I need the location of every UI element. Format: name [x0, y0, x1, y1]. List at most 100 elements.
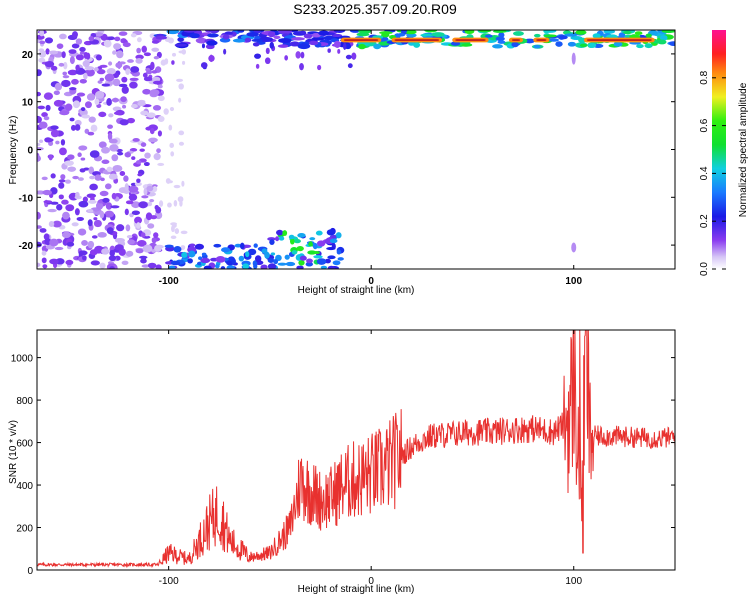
spectral-noise-blob: [48, 50, 59, 55]
spectral-noise-blob: [126, 235, 133, 239]
spectral-band-blob: [289, 41, 300, 47]
spectral-noise-blob: [137, 101, 146, 107]
spectral-noise-blob: [127, 117, 136, 124]
spectral-noise-blob: [115, 62, 123, 69]
spectral-noise-blob: [95, 90, 105, 99]
spectral-band-blob: [381, 32, 390, 38]
spectral-cluster-blob: [267, 263, 277, 269]
spectral-cluster-blob: [312, 242, 318, 250]
spectral-noise-blob: [130, 66, 140, 73]
colorbar-gradient: [712, 30, 726, 269]
spectral-noise-blob: [69, 117, 75, 122]
spectral-noise-blob: [69, 56, 75, 65]
spectral-noise-blob: [152, 105, 162, 111]
spectral-noise-blob: [157, 84, 163, 89]
spectral-noise-blob: [59, 110, 70, 116]
spectral-band-blob: [299, 62, 304, 71]
spectral-cluster-blob: [293, 239, 301, 244]
spectral-band-blob: [603, 30, 616, 34]
spectral-band-blob: [195, 37, 207, 44]
spectral-noise-blob: [151, 76, 161, 82]
spectral-ridge-core: [394, 39, 440, 41]
spectral-noise-blob: [143, 76, 153, 82]
spectral-cluster-blob: [221, 247, 231, 253]
spectral-noise-blob: [146, 112, 156, 118]
spectral-noise-blob: [125, 250, 134, 257]
spectral-noise-blob: [143, 187, 148, 196]
spectral-noise-blob: [104, 210, 115, 218]
spectral-noise-blob: [41, 250, 47, 256]
spectral-noise-blob: [154, 245, 162, 252]
spectral-noise-blob: [145, 70, 153, 75]
spectral-noise-blob: [153, 232, 159, 238]
spectral-noise-blob: [135, 160, 142, 165]
y-tick-label: 1000: [11, 354, 34, 365]
spectral-noise-blob: [64, 103, 73, 111]
spectral-noise-blob: [65, 179, 71, 184]
spectral-band-blob: [464, 30, 475, 35]
spectral-cluster-blob: [245, 251, 250, 258]
spectral-cluster-blob: [200, 257, 211, 264]
spectral-noise-blob: [97, 232, 107, 238]
spectral-noise-blob: [106, 227, 114, 235]
spectral-band-blob: [461, 43, 473, 47]
spectral-band-blob: [575, 30, 587, 35]
spectral-noise-blob: [142, 244, 153, 253]
spectral-noise-blob: [127, 59, 134, 63]
spectral-band-blob: [189, 33, 200, 39]
spectral-noise-blob: [132, 138, 140, 142]
spectral-noise-blob: [107, 132, 113, 141]
spectral-noise-blob: [41, 257, 47, 264]
spectral-noise-blob: [39, 30, 45, 37]
spectral-noise-blob: [113, 43, 122, 50]
spectral-noise-blob: [37, 105, 46, 110]
spectral-noise-blob: [80, 107, 86, 112]
spectral-noise-blob: [99, 210, 105, 219]
spectral-noise-blob: [60, 174, 66, 180]
spectral-noise-blob: [50, 129, 60, 138]
spectral-noise-blob: [125, 200, 134, 205]
spectral-noise-blob: [145, 212, 153, 221]
spectral-noise-blob: [75, 38, 83, 45]
spectral-noise-blob: [136, 178, 141, 183]
y-tick-label: -10: [19, 193, 34, 204]
spectral-band-blob: [237, 30, 245, 33]
spectral-cluster-blob: [315, 230, 323, 236]
spectral-noise-blob: [37, 69, 42, 77]
spectral-noise-blob: [76, 216, 85, 221]
spectral-noise-blob: [113, 111, 122, 116]
spectral-band-blob: [373, 43, 382, 50]
spectral-noise-blob: [107, 36, 115, 41]
spectral-noise-blob: [139, 148, 145, 152]
spectral-cluster-blob: [327, 265, 335, 269]
spectrogram-plot-area: [37, 30, 675, 269]
spectral-noise-blob: [59, 147, 67, 156]
spectral-noise-blob: [81, 239, 88, 246]
spectral-noise-blob: [141, 195, 149, 199]
spectral-noise-blob: [160, 59, 167, 66]
spectral-cluster-blob: [276, 229, 284, 236]
spectral-noise-blob: [157, 95, 165, 102]
spectral-noise-blob: [99, 262, 106, 269]
spectral-noise-blob: [54, 246, 64, 251]
spectral-band-blob: [297, 43, 311, 50]
spectral-noise-blob: [108, 173, 118, 180]
spectral-noise-blob: [108, 113, 114, 118]
spectral-band-blob: [512, 31, 524, 36]
spectral-noise-blob: [72, 31, 78, 39]
spectral-noise-blob: [79, 46, 86, 52]
spectral-noise-blob: [124, 183, 129, 191]
spectral-noise-blob: [134, 181, 142, 187]
spectral-noise-blob: [105, 202, 113, 210]
spectral-cluster-blob: [168, 265, 176, 269]
spectral-noise-blob: [170, 151, 175, 157]
spectral-band-blob: [524, 38, 536, 44]
spectral-noise-blob: [109, 144, 119, 152]
spectral-noise-blob: [104, 183, 112, 190]
spectral-noise-blob: [169, 107, 175, 112]
spectral-noise-blob: [88, 199, 97, 204]
spectral-noise-blob: [176, 78, 184, 82]
spectral-noise-blob: [77, 228, 87, 236]
spectral-band-blob: [264, 57, 271, 65]
